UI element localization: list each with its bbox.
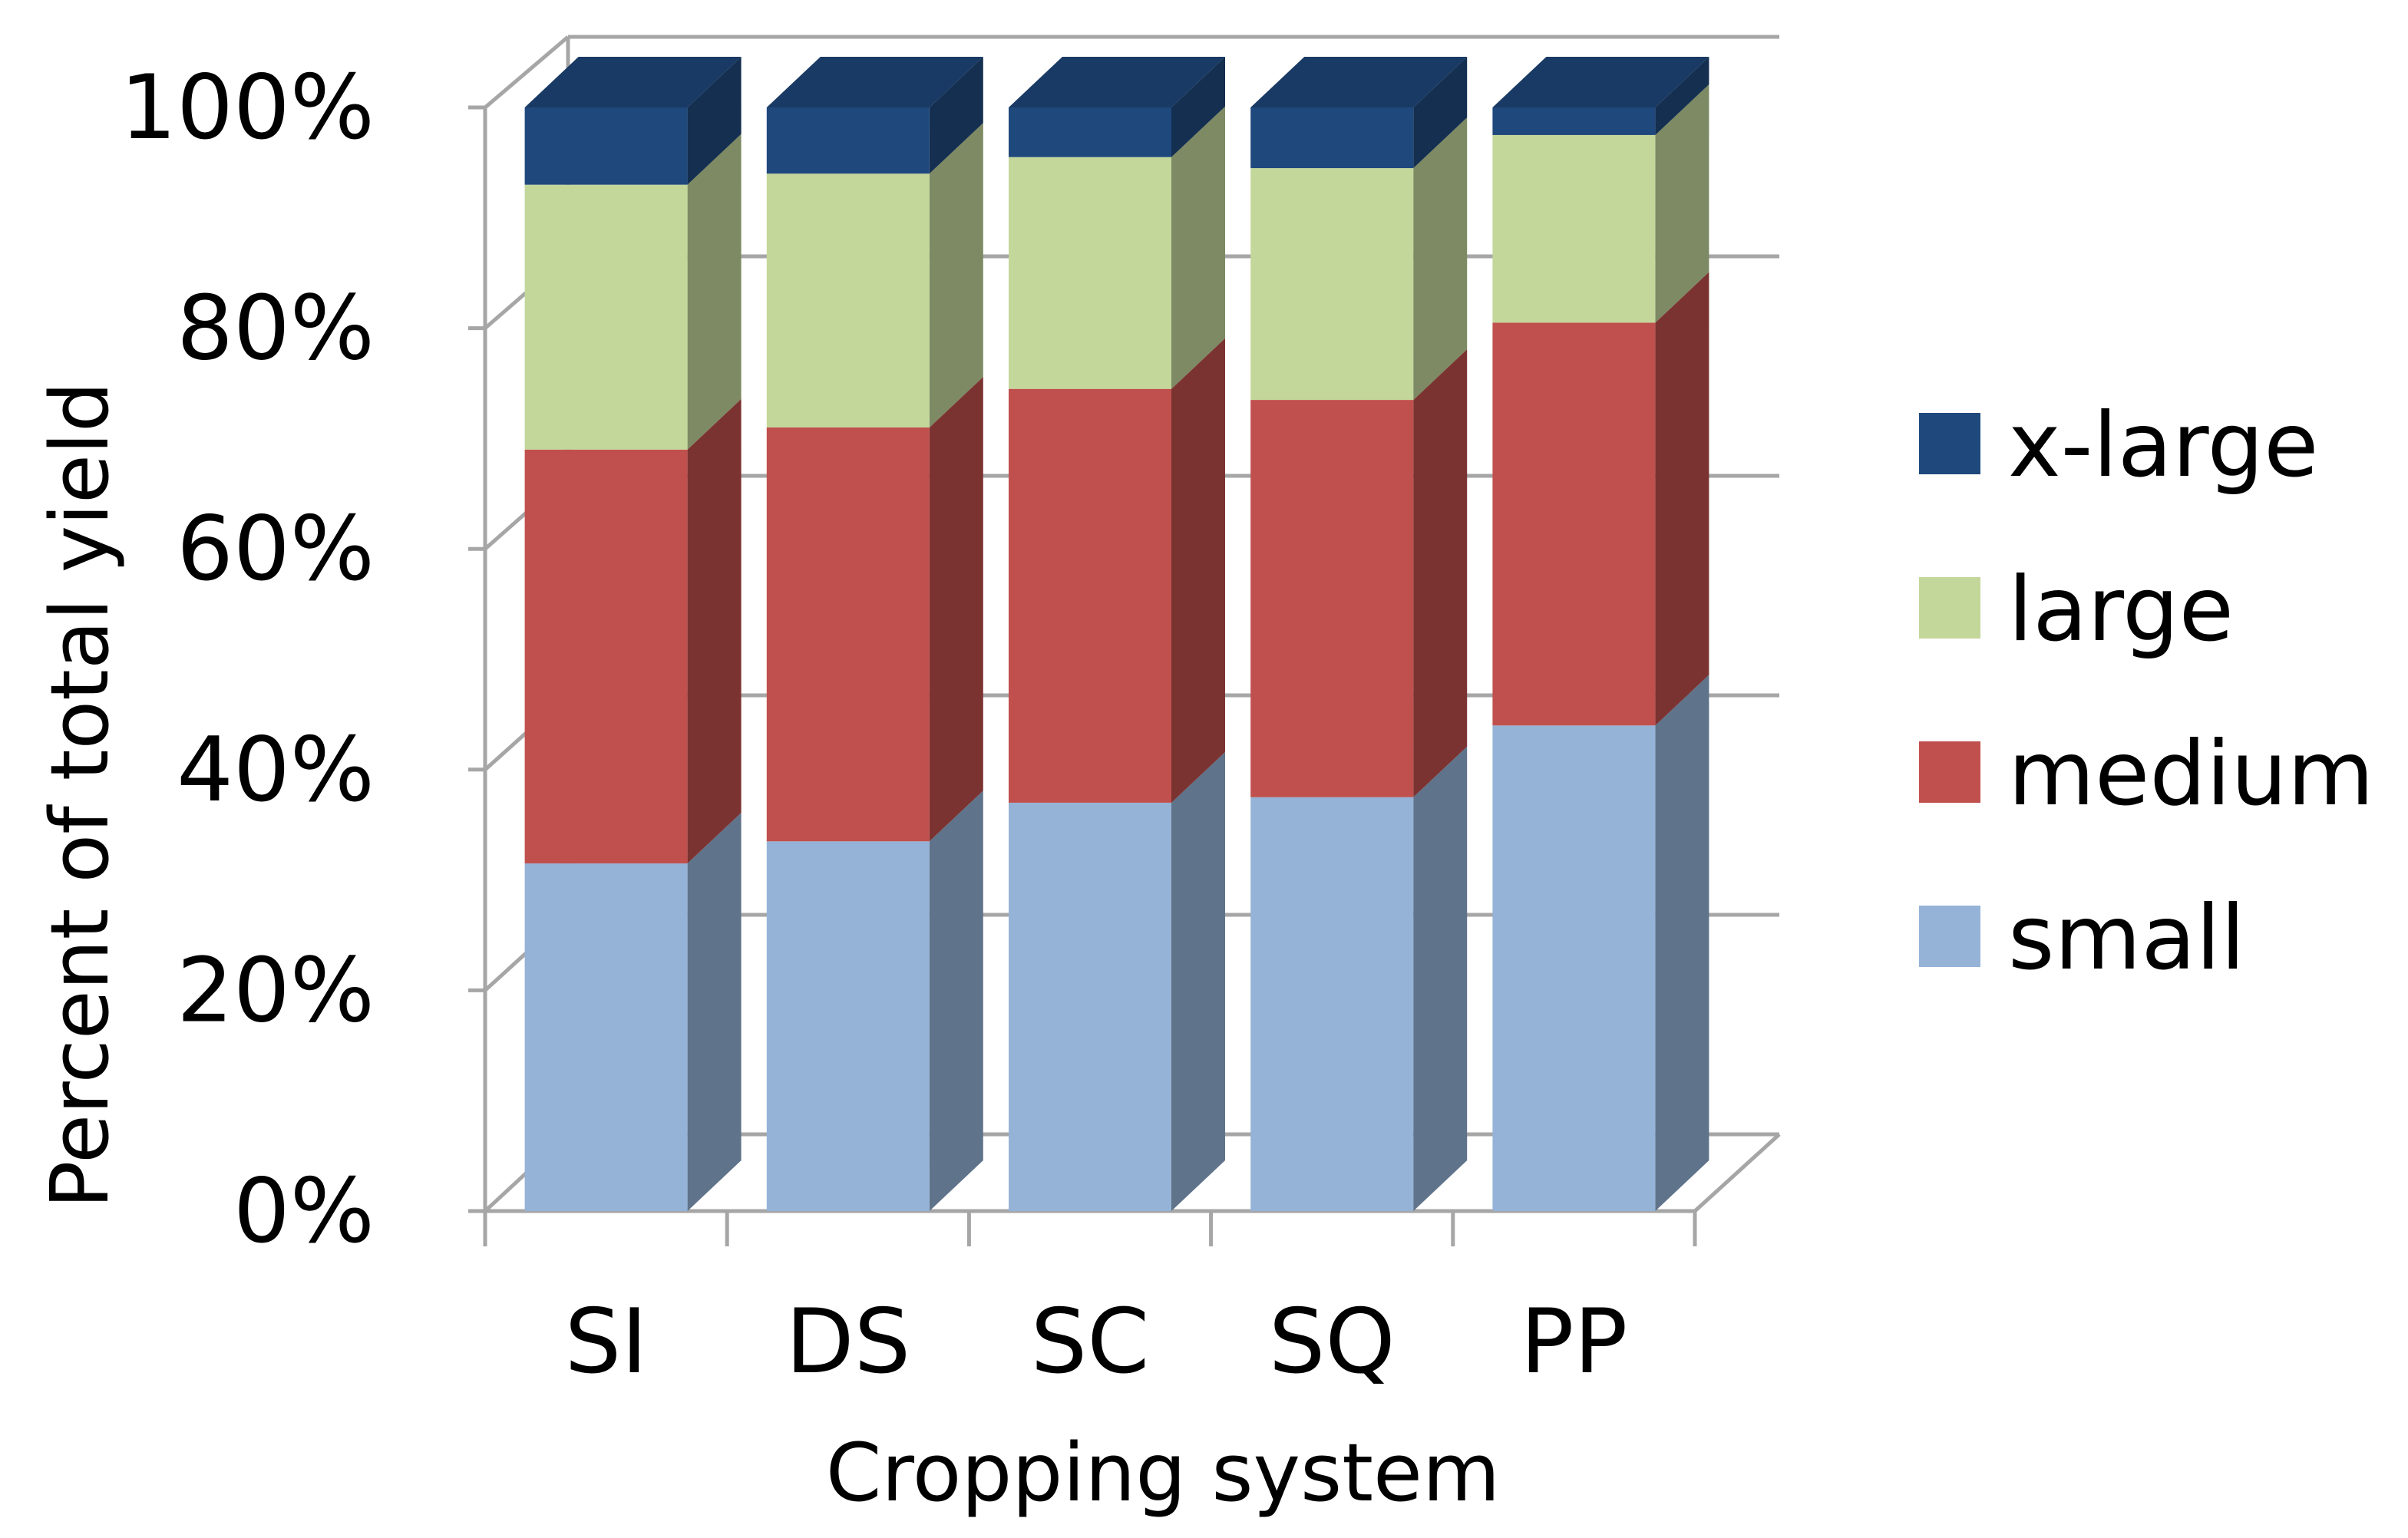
- bar-segment-small-DS: [766, 790, 983, 1211]
- floor-edge: [1693, 1133, 1781, 1213]
- legend-label: medium: [2008, 722, 2374, 826]
- bar-segment-medium-PP: [1492, 272, 1709, 726]
- side-gridline: [484, 35, 570, 109]
- bar-front-face: [766, 107, 930, 174]
- bar-segment-large-SQ: [1250, 117, 1468, 401]
- bar-front-face: [1009, 107, 1171, 157]
- bar-side-face: [929, 790, 983, 1211]
- x-axis-ticks: SI DS SC SQ PP: [483, 1211, 1697, 1394]
- bar-front-face: [1009, 388, 1171, 803]
- bar-segment-medium-SI: [524, 398, 742, 864]
- bar-segment-x-large-SC: [1009, 57, 1225, 157]
- bar-side-face: [1655, 675, 1709, 1211]
- bar-side-face: [687, 813, 742, 1211]
- bar-side-face: [1171, 751, 1225, 1211]
- bar-segment-large-SI: [524, 134, 742, 450]
- legend-item-small: small: [1919, 886, 2245, 990]
- bar-segment-large-SC: [1009, 106, 1225, 389]
- bar-segment-medium-DS: [766, 377, 983, 842]
- x-axis-title: Cropping system: [826, 1426, 1501, 1520]
- bar-front-face: [1009, 802, 1171, 1211]
- bar-segment-small-SQ: [1250, 746, 1468, 1211]
- bar-segment-small-SI: [524, 813, 742, 1211]
- bar-front-face: [1250, 400, 1414, 797]
- bar-front-face: [1250, 797, 1414, 1211]
- bar-side-face: [1655, 57, 1709, 135]
- bar-top-face: [524, 57, 742, 107]
- bar-side-face: [687, 398, 742, 864]
- legend: x-large large medium small: [1919, 394, 2374, 990]
- bar-front-face: [1250, 107, 1414, 169]
- bar-front-face: [524, 449, 688, 864]
- bar-front-face: [1492, 725, 1656, 1211]
- bar-side-face: [687, 134, 742, 450]
- legend-label: large: [2008, 558, 2234, 662]
- x-tick-label: PP: [1520, 1290, 1627, 1394]
- legend-swatch: [1919, 577, 1980, 639]
- bars-group: [524, 57, 1709, 1211]
- bar-front-face: [524, 863, 688, 1211]
- bar-side-face: [1171, 57, 1225, 157]
- legend-swatch: [1919, 741, 1980, 803]
- bar-segment-large-PP: [1492, 84, 1709, 323]
- bar-front-face: [766, 841, 930, 1211]
- bar-top-face: [1009, 57, 1225, 107]
- bar-side-face: [1655, 272, 1709, 726]
- bar-segment-small-SC: [1009, 751, 1225, 1211]
- y-tick-label: 20%: [177, 939, 375, 1042]
- bar-side-face: [1171, 106, 1225, 389]
- bar-segment-medium-SC: [1009, 338, 1225, 803]
- bar-side-face: [929, 123, 983, 428]
- bar-segment-x-large-DS: [766, 57, 983, 174]
- legend-swatch: [1919, 906, 1980, 967]
- bar-top-face: [1492, 57, 1709, 107]
- bar-side-face: [1413, 349, 1468, 797]
- bar-front-face: [1492, 107, 1656, 135]
- bar-segment-x-large-SQ: [1250, 57, 1468, 169]
- legend-item-x-large: x-large: [1919, 394, 2318, 497]
- bar-side-face: [929, 377, 983, 842]
- legend-swatch: [1919, 413, 1980, 474]
- bar-side-face: [929, 57, 983, 174]
- bar-front-face: [766, 427, 930, 842]
- x-tick-label: SC: [1031, 1290, 1150, 1394]
- x-tick-label: SI: [565, 1290, 648, 1394]
- legend-item-large: large: [1919, 558, 2234, 662]
- bar-front-face: [1492, 134, 1656, 323]
- bar-segment-medium-SQ: [1250, 349, 1468, 797]
- bar-segment-x-large-PP: [1492, 57, 1709, 135]
- bar-side-face: [1413, 117, 1468, 401]
- bar-side-face: [1413, 746, 1468, 1211]
- legend-label: x-large: [2008, 394, 2318, 497]
- y-tick-label: 40%: [177, 718, 375, 822]
- y-axis-ticks: 0% 20% 40% 60% 80% 100%: [120, 56, 375, 1263]
- y-tick-label: 0%: [233, 1160, 375, 1263]
- bar-front-face: [1250, 168, 1414, 401]
- bar-side-face: [1171, 338, 1225, 803]
- y-axis-title: Percent of total yield: [33, 381, 127, 1209]
- bar-segment-x-large-SI: [524, 57, 742, 185]
- bar-segment-large-DS: [766, 123, 983, 428]
- x-tick-label: SQ: [1269, 1290, 1396, 1394]
- bar-front-face: [524, 184, 688, 450]
- bar-top-face: [766, 57, 983, 107]
- bar-front-face: [1492, 322, 1656, 726]
- x-tick-label: DS: [785, 1290, 910, 1394]
- y-tick-label: 60%: [177, 497, 375, 601]
- bar-segment-small-PP: [1492, 675, 1709, 1211]
- legend-item-medium: medium: [1919, 722, 2374, 826]
- bar-side-face: [1655, 84, 1709, 323]
- bar-front-face: [766, 173, 930, 428]
- bar-top-face: [1250, 57, 1468, 107]
- bar-side-face: [1413, 57, 1468, 169]
- legend-label: small: [2008, 886, 2245, 990]
- y-tick-label: 80%: [177, 277, 375, 381]
- bar-front-face: [524, 107, 688, 185]
- bar-side-face: [687, 57, 742, 185]
- y-tick-label: 100%: [120, 56, 375, 160]
- bar-front-face: [1009, 157, 1171, 389]
